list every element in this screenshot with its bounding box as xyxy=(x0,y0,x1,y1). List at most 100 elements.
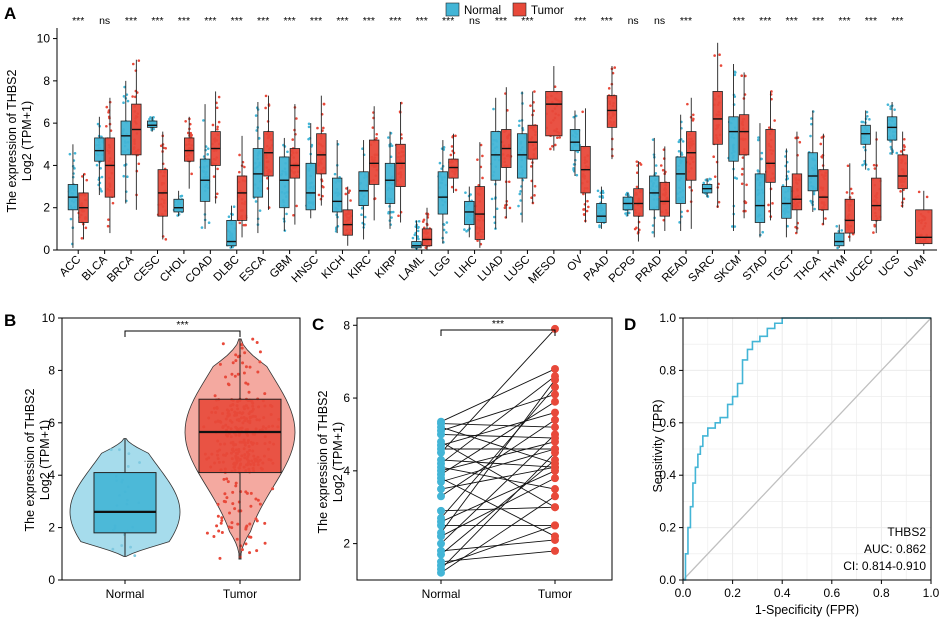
d-frame xyxy=(682,317,932,581)
pair-line xyxy=(440,433,556,439)
a-x-tick-label-hnsc: HNSC xyxy=(290,254,322,286)
a-x-tick-label-sarc: SARC xyxy=(686,254,717,285)
jitter-point-tumor xyxy=(553,85,557,89)
c-x-tick-label-normal: Normal xyxy=(422,587,461,601)
sig-label-coad: *** xyxy=(204,15,216,27)
a-x-tick-label-chol: CHOL xyxy=(158,253,190,285)
jitter-point-tumor xyxy=(533,184,537,188)
pair-line xyxy=(440,386,556,519)
category-group-brca xyxy=(120,59,142,210)
jitter-point-normal xyxy=(867,167,870,171)
b-x-tick-label-normal: Normal xyxy=(106,587,145,601)
jitter-point-tumor xyxy=(321,194,324,198)
jitter-point-normal xyxy=(651,231,655,234)
d-x-tick-label: 0.4 xyxy=(774,586,791,600)
box-normal xyxy=(93,472,157,534)
c-y-tick-label: 6 xyxy=(343,391,350,405)
d-x-tick-label: 0.2 xyxy=(724,586,741,600)
jitter-point-tumor xyxy=(712,155,715,159)
jitter-point-normal xyxy=(813,207,816,211)
jitter-point-tumor xyxy=(740,74,744,78)
jitter-point-tumor xyxy=(233,507,237,511)
point-tumor xyxy=(551,423,559,432)
sig-label-tgct: *** xyxy=(786,15,798,27)
jitter-point-tumor xyxy=(691,119,695,122)
jitter-point-tumor xyxy=(292,213,295,217)
point-tumor xyxy=(551,415,559,424)
jitter-point-tumor xyxy=(234,353,238,357)
jitter-point-tumor xyxy=(215,192,219,196)
jitter-point-tumor xyxy=(247,390,251,394)
box-normal xyxy=(173,198,184,213)
jitter-point-tumor xyxy=(554,143,557,147)
box-tumor xyxy=(198,398,282,474)
jitter-point-tumor xyxy=(635,171,639,175)
d-x-tick-label: 0.0 xyxy=(675,586,692,600)
jitter-point-normal xyxy=(438,161,442,165)
jitter-point-normal xyxy=(442,146,446,149)
category-group-blca xyxy=(94,97,116,234)
box-normal xyxy=(490,131,501,181)
box-normal xyxy=(226,219,237,247)
jitter-point-normal xyxy=(123,85,126,89)
jitter-point-tumor xyxy=(421,220,425,223)
legend-label-tumor: Tumor xyxy=(531,5,564,17)
sig-label-gbm: *** xyxy=(283,15,295,27)
category-group-thym xyxy=(834,163,855,250)
a-boxes xyxy=(67,42,933,250)
jitter-point-tumor xyxy=(481,154,484,158)
jitter-point-tumor xyxy=(84,226,88,230)
jitter-point-tumor xyxy=(635,185,639,189)
jitter-point-tumor xyxy=(220,531,224,535)
jitter-point-normal xyxy=(651,138,655,141)
jitter-point-normal xyxy=(129,545,132,549)
jitter-point-normal xyxy=(889,145,893,149)
box-normal xyxy=(411,241,422,249)
jitter-point-tumor xyxy=(744,209,747,213)
jitter-point-normal xyxy=(307,122,311,126)
box-tumor xyxy=(342,209,353,236)
jitter-point-normal xyxy=(200,226,204,229)
a-x-tick-label-kirp: KIRP xyxy=(373,253,401,281)
c-ylabel-line2: Log2 (TPM+1) xyxy=(331,422,345,502)
box-normal xyxy=(886,116,898,141)
jitter-point-tumor xyxy=(450,185,454,189)
jitter-point-tumor xyxy=(244,381,248,385)
a-x-tick-label-kich: KICH xyxy=(320,254,348,282)
jitter-point-tumor xyxy=(549,147,552,151)
jitter-point-normal xyxy=(760,151,764,155)
jitter-point-tumor xyxy=(249,491,253,495)
jitter-point-tumor xyxy=(530,196,533,199)
jitter-point-tumor xyxy=(794,225,797,229)
a-x-tick-label-blca: BLCA xyxy=(80,253,110,283)
jitter-point-normal xyxy=(111,547,115,551)
b-y-tick-label: 10 xyxy=(42,311,56,325)
category-group-skcm xyxy=(727,63,750,231)
jitter-point-normal xyxy=(835,224,839,228)
category-group-ov xyxy=(569,108,591,223)
jitter-point-tumor xyxy=(216,125,219,129)
a-significance: *** ns *** *** *** *** *** *** *** *** *** *** *** **… xyxy=(72,15,903,27)
box-tumor xyxy=(659,181,670,217)
c-axes: 2 4 6 8 Normal Tumor xyxy=(343,317,613,601)
category-group-ucec xyxy=(860,110,882,234)
jitter-point-tumor xyxy=(533,194,536,197)
box-normal xyxy=(252,148,264,198)
jitter-point-tumor xyxy=(873,223,876,227)
point-normal xyxy=(437,417,445,426)
pair-line xyxy=(440,401,556,475)
sig-label-kich: *** xyxy=(336,15,348,27)
category-group-prad xyxy=(649,137,670,238)
jitter-point-normal xyxy=(95,163,99,167)
pair-line xyxy=(440,441,556,508)
jitter-point-normal xyxy=(100,189,103,193)
pair-line xyxy=(440,328,556,453)
jitter-point-tumor xyxy=(344,192,348,196)
jitter-point-tumor xyxy=(238,221,242,225)
jitter-point-normal xyxy=(99,166,102,170)
jitter-point-tumor xyxy=(225,496,229,500)
panel-a: A Normal Tumor The expression of THBS2 L… xyxy=(4,2,937,286)
jitter-point-normal xyxy=(756,170,760,173)
pair-line xyxy=(440,470,556,523)
